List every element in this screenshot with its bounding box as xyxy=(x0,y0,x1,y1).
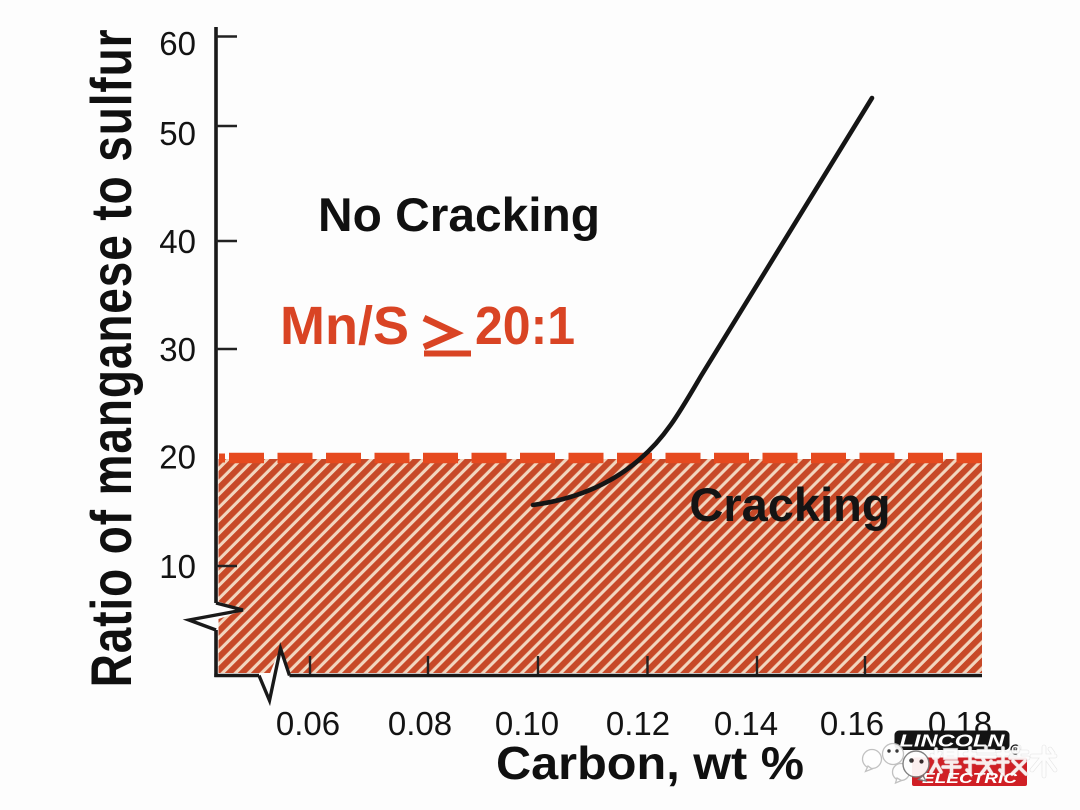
svg-text:0.06: 0.06 xyxy=(276,705,340,742)
svg-text:Carbon, wt %: Carbon, wt % xyxy=(496,737,804,789)
svg-text:10: 10 xyxy=(159,548,196,585)
svg-text:No Cracking: No Cracking xyxy=(318,188,600,241)
svg-text:60: 60 xyxy=(159,25,196,62)
svg-text:20:1: 20:1 xyxy=(475,296,575,356)
svg-text:30: 30 xyxy=(159,331,196,368)
svg-text:0.08: 0.08 xyxy=(388,705,452,742)
svg-text:0.10: 0.10 xyxy=(495,705,559,742)
svg-text:Cracking: Cracking xyxy=(689,478,890,531)
svg-text:0.16: 0.16 xyxy=(820,705,884,742)
svg-text:Ratio of manganese to sulfur: Ratio of manganese to sulfur xyxy=(80,29,144,688)
svg-text:50: 50 xyxy=(159,115,196,152)
svg-text:40: 40 xyxy=(159,223,196,260)
svg-text:20: 20 xyxy=(159,439,196,476)
svg-text:LINCOLN: LINCOLN xyxy=(900,731,1005,751)
svg-text:0.12: 0.12 xyxy=(606,705,670,742)
svg-text:0.14: 0.14 xyxy=(714,705,778,742)
svg-text:ELECTRIC: ELECTRIC xyxy=(922,770,1018,787)
svg-text:Mn/S: Mn/S xyxy=(280,296,409,356)
